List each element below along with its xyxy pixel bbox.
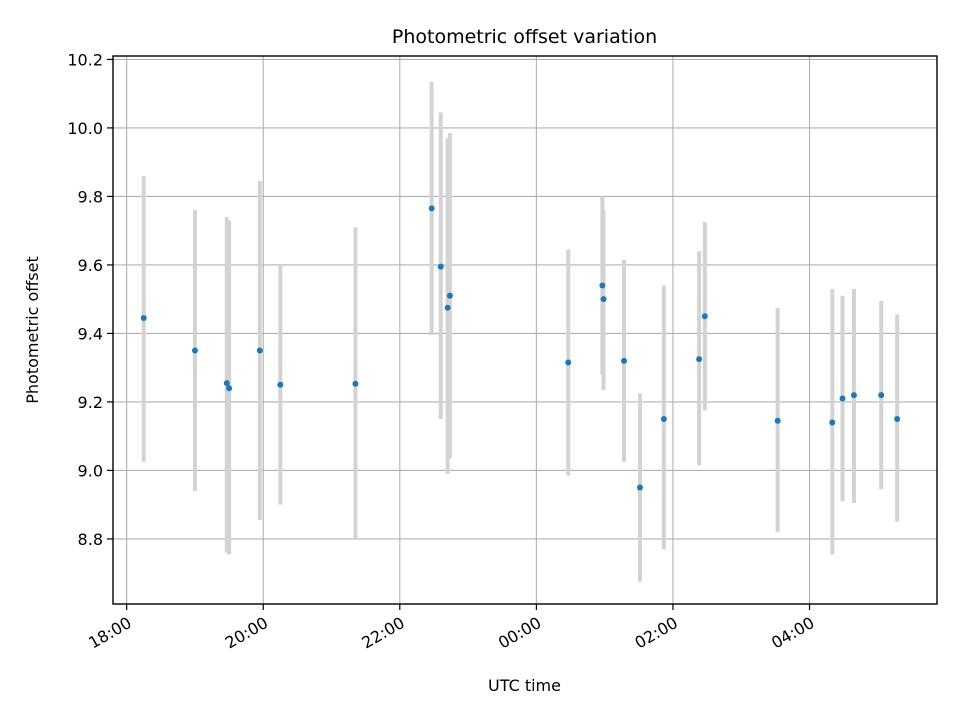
data-point bbox=[437, 263, 444, 270]
data-point bbox=[600, 296, 607, 303]
data-point bbox=[774, 417, 781, 424]
data-point bbox=[701, 313, 708, 320]
x-axis-title: UTC time bbox=[488, 676, 561, 695]
data-point bbox=[226, 385, 233, 392]
error-bars bbox=[141, 81, 900, 582]
data-point bbox=[839, 395, 846, 402]
data-point bbox=[894, 416, 901, 423]
data-point bbox=[352, 380, 359, 387]
y-tick-label: 9.6 bbox=[78, 256, 103, 275]
data-point bbox=[428, 205, 435, 212]
y-tick-label: 9.2 bbox=[78, 393, 103, 412]
x-tick-label: 18:00 bbox=[85, 613, 134, 653]
x-tick-label: 04:00 bbox=[768, 613, 817, 653]
data-point bbox=[636, 484, 643, 491]
y-axis-title: Photometric offset bbox=[23, 256, 42, 404]
data-point bbox=[140, 315, 147, 322]
data-points bbox=[140, 205, 901, 491]
data-point bbox=[878, 392, 885, 399]
grid bbox=[113, 56, 937, 604]
data-point bbox=[191, 347, 198, 354]
plot-frame bbox=[112, 55, 938, 605]
data-point bbox=[277, 381, 284, 388]
data-point bbox=[621, 357, 628, 364]
data-point bbox=[599, 282, 606, 289]
data-point bbox=[565, 359, 572, 366]
x-tick-label: 00:00 bbox=[495, 613, 544, 653]
x-tick-label: 02:00 bbox=[632, 613, 681, 653]
y-axis: 8.8 9.0 9.2 9.4 9.6 9.8 10.0 10.2 bbox=[67, 50, 113, 549]
data-point bbox=[446, 292, 453, 299]
data-point bbox=[256, 347, 263, 354]
y-tick-label: 9.0 bbox=[78, 461, 103, 480]
y-tick-label: 8.8 bbox=[78, 530, 103, 549]
y-tick-label: 10.0 bbox=[67, 119, 103, 138]
chart-title: Photometric offset variation bbox=[392, 26, 657, 48]
data-point bbox=[660, 416, 667, 423]
y-tick-label: 9.8 bbox=[78, 187, 103, 206]
data-point bbox=[850, 392, 857, 399]
x-axis: 18:00 20:00 22:00 00:00 02:00 04:00 bbox=[85, 604, 818, 653]
data-point bbox=[829, 419, 836, 426]
x-tick-label: 22:00 bbox=[358, 613, 407, 653]
data-point bbox=[444, 304, 451, 311]
data-point bbox=[223, 380, 230, 387]
y-tick-label: 10.2 bbox=[67, 50, 103, 69]
data-point bbox=[696, 356, 703, 363]
x-tick-label: 20:00 bbox=[222, 613, 271, 653]
y-tick-label: 9.4 bbox=[78, 324, 103, 343]
